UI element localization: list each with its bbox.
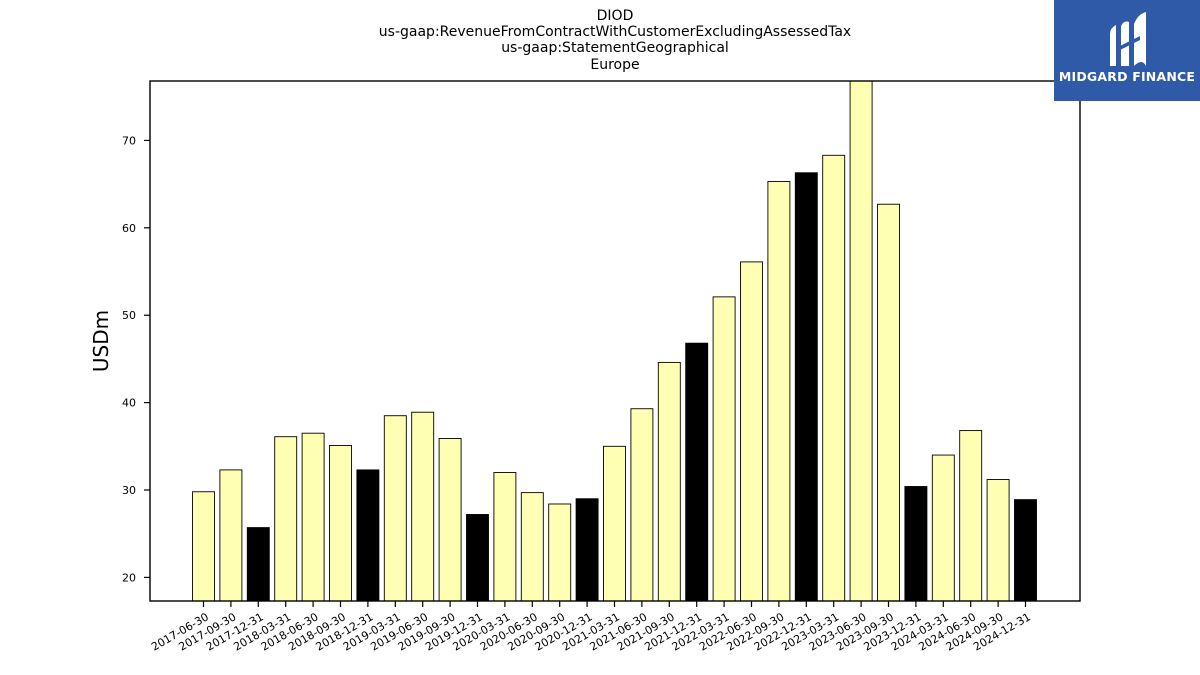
bar-2022-06-30	[740, 261, 763, 602]
brand-logo: MIDGARD FINANCE	[1054, 0, 1200, 101]
bar-2024-06-30	[959, 430, 983, 602]
bar-2019-09-30	[438, 438, 462, 602]
bar-2017-06-30	[192, 491, 215, 602]
bar-2017-09-30	[219, 469, 243, 602]
bar-2020-06-30	[520, 492, 544, 602]
bar-2019-12-31	[466, 514, 489, 602]
bar-2018-09-30	[329, 444, 352, 602]
x-axis: 2017-06-302017-09-302017-12-312018-03-31…	[149, 601, 1033, 654]
bar-2017-12-31	[246, 527, 270, 602]
bar-2019-06-30	[411, 411, 435, 602]
bar-2023-12-31	[904, 486, 928, 602]
bar-2022-12-31	[794, 172, 818, 602]
bar-2018-12-31	[356, 469, 380, 602]
y-tick-label-40: 40	[122, 397, 136, 410]
bar-2021-09-30	[657, 361, 681, 602]
bar-2020-03-31	[493, 472, 517, 602]
y-tick-label-50: 50	[122, 309, 136, 322]
bar-2018-06-30	[301, 432, 325, 602]
y-tick-label-70: 70	[122, 134, 136, 147]
bar-2023-03-31	[822, 154, 846, 602]
bar-2019-03-31	[383, 415, 407, 602]
title-line-3: us-gaap:StatementGeographical	[501, 40, 729, 56]
chart-title: DIOD us-gaap:RevenueFromContractWithCust…	[379, 8, 851, 73]
bar-2021-12-31	[685, 342, 709, 602]
title-line-1: DIOD	[597, 8, 634, 24]
brand-logo-text: MIDGARD FINANCE	[1058, 69, 1196, 84]
bar-2020-09-30	[548, 503, 572, 602]
bar-2024-03-31	[931, 454, 955, 602]
bar-2024-09-30	[986, 479, 1010, 602]
bar-series	[192, 80, 1037, 602]
y-tick-label-60: 60	[122, 222, 136, 235]
bar-2021-03-31	[603, 445, 626, 602]
y-axis: 20 30 40 50 60 70	[122, 134, 150, 584]
bar-2021-06-30	[630, 408, 654, 602]
bar-2022-03-31	[712, 296, 736, 602]
bar-2018-03-31	[274, 436, 298, 602]
bar-2022-09-30	[767, 181, 791, 602]
midgard-m-icon	[1110, 12, 1146, 66]
y-tick-label-30: 30	[122, 484, 136, 497]
bar-2020-12-31	[575, 498, 599, 602]
bar-2023-06-30	[849, 80, 873, 602]
bar-2024-12-31	[1014, 499, 1037, 602]
y-tick-label-20: 20	[122, 571, 136, 584]
y-axis-label: USDm	[89, 310, 113, 372]
title-line-4: Europe	[590, 57, 639, 73]
bar-2023-09-30	[877, 203, 900, 602]
title-line-2: us-gaap:RevenueFromContractWithCustomerE…	[379, 24, 851, 40]
